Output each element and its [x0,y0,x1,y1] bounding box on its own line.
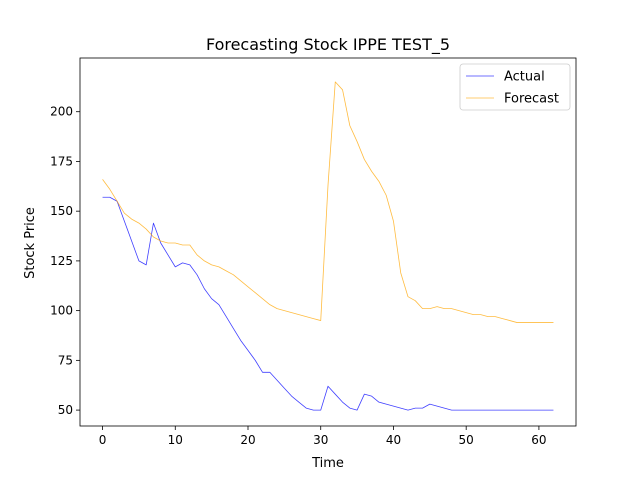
y-axis-label: Stock Price [23,207,38,279]
y-tick-label: 100 [50,304,73,318]
series-line-forecast [102,81,554,323]
y-tick-label: 50 [58,403,73,417]
legend-label-forecast: Forecast [504,92,559,107]
y-tick-label: 200 [50,105,73,119]
x-tick-label: 20 [240,433,255,447]
y-tick-label: 75 [58,353,73,367]
plot-area: 0 10 20 30 40 50 60 50 75 100 125 150 175 200 [50,57,577,447]
x-tick-label: 10 [168,433,183,447]
y-tick-label: 125 [50,254,73,268]
legend: Actual Forecast [459,63,571,111]
legend-box [459,63,571,111]
x-tick-label: 60 [531,433,546,447]
x-tick-label: 0 [99,433,107,447]
y-tick-label: 175 [50,154,73,168]
legend-label-actual: Actual [504,70,545,85]
x-tick-label: 40 [386,433,401,447]
x-tick-label: 50 [459,433,474,447]
chart-title: Forecasting Stock IPPE TEST_5 [206,35,450,55]
x-axis-label: Time [311,456,344,471]
y-tick-label: 150 [50,204,73,218]
axes-frame [79,57,577,427]
series-line-actual [102,196,554,411]
x-tick-label: 30 [313,433,328,447]
